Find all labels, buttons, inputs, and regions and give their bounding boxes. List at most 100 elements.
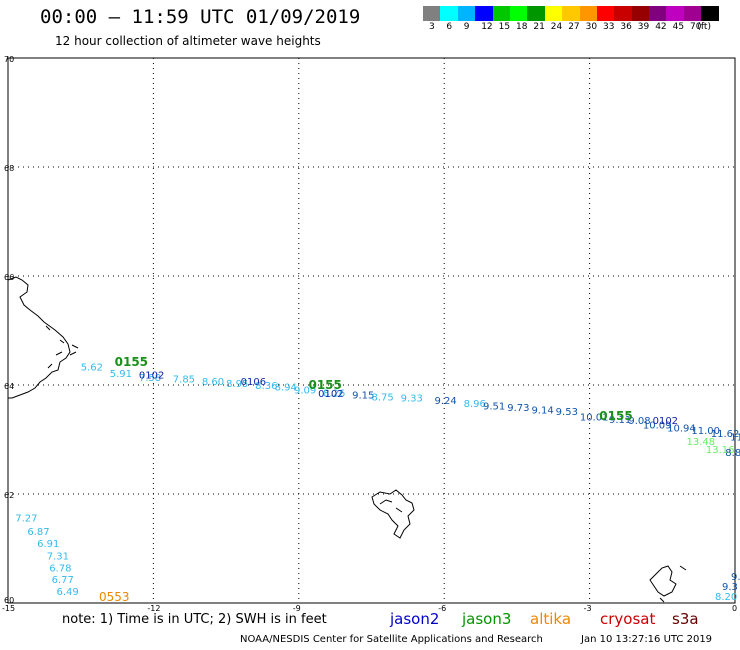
- legend-cryosat: cryosat: [600, 610, 656, 628]
- lat-tick-label: 68: [4, 164, 14, 173]
- track-label: 13.48: [687, 437, 716, 448]
- note-text: note: 1) Time is in UTC; 2) SWH is in fe…: [62, 612, 327, 627]
- map-subtitle: 12 hour collection of altimeter wave hei…: [55, 34, 321, 48]
- colorbar-label: 30: [585, 22, 598, 32]
- track-label: 13.16: [706, 445, 735, 456]
- swh-value-label: 6.87: [27, 527, 49, 538]
- lat-lon-grid: [7, 57, 736, 604]
- colorbar-label: 12: [481, 22, 493, 32]
- swh-value-label: 10.94: [667, 423, 696, 434]
- colorbar-label: (ft): [697, 22, 711, 32]
- swh-value-label: 8.36: [255, 381, 277, 392]
- swh-value-label: 6.78: [49, 563, 71, 574]
- colorbar-swatch: [440, 6, 458, 21]
- swh-value-label: 8.94: [275, 382, 297, 393]
- colorbar-label: 24: [550, 22, 563, 32]
- colorbar-label: 21: [533, 22, 545, 32]
- colorbar-swatch: [492, 6, 510, 21]
- colorbar-swatch: [509, 6, 528, 21]
- swh-value-label: 9.53: [556, 407, 578, 418]
- track-label: 0106: [241, 377, 266, 388]
- swh-value-label: 11.15: [730, 433, 740, 444]
- lon-tick-label: -6: [438, 604, 446, 613]
- lon-tick-label: -9: [293, 604, 301, 613]
- swh-value-label: 10.09: [643, 421, 672, 432]
- swh-value-label: 8.95: [226, 379, 248, 390]
- lat-tick-label: 62: [4, 491, 14, 500]
- colorbar-swatch: [701, 6, 719, 21]
- credit-text: NOAA/NESDIS Center for Satellite Applica…: [240, 634, 543, 645]
- swh-value-label: 9.09: [294, 386, 316, 397]
- lat-tick-label: 64: [4, 382, 14, 391]
- edge-value-label: 9.3: [722, 582, 738, 593]
- lon-tick-label: -15: [2, 604, 15, 613]
- colorbar-label: 42: [655, 22, 667, 32]
- swh-value-label: 9.15: [352, 391, 374, 402]
- coastlines: [7, 276, 687, 603]
- colorbar-swatch: [631, 6, 650, 21]
- track-label: 0102: [653, 416, 678, 427]
- jason3-time-label: 0155: [599, 409, 632, 423]
- legend-altika: altika: [530, 610, 572, 628]
- colorbar-swatch: [544, 6, 563, 21]
- colorbar-swatch: [614, 6, 632, 21]
- swh-value-label: 7.58: [139, 373, 161, 384]
- colorbar-label: 9: [463, 22, 470, 32]
- swh-value-label: 6.77: [52, 575, 74, 586]
- colorbar-label: 39: [637, 22, 650, 32]
- swh-value-label: 11.00: [691, 426, 720, 437]
- swh-value-label: 9.24: [435, 396, 457, 407]
- swh-value-label: 5.62: [81, 362, 103, 373]
- swh-value-label: 8.60: [202, 377, 224, 388]
- colorbar-swatch: [649, 6, 667, 21]
- swh-value-label: 9.73: [507, 403, 529, 414]
- swh-value-label: 9.51: [483, 402, 505, 413]
- swh-value-label: 8.75: [372, 392, 394, 403]
- timestamp: Jan 10 13:27:16 UTC 2019: [581, 634, 713, 645]
- swh-value-label: 6.49: [56, 587, 78, 598]
- shetland-islands: [649, 565, 687, 603]
- swh-value-label: 6.91: [37, 539, 59, 550]
- colorbar-label: 15: [498, 22, 511, 32]
- jason3-time-label: 0155: [115, 355, 148, 369]
- altika-time-label: 0553: [99, 590, 130, 604]
- swh-value-label: 9.08: [628, 416, 650, 427]
- colorbar-label: 33: [603, 22, 615, 32]
- lat-tick-label: 66: [4, 273, 14, 282]
- colorbar-label: 70: [690, 22, 702, 32]
- legend-jason2: jason2: [390, 610, 440, 628]
- swh-value-label: 5.91: [110, 369, 132, 380]
- colorbar-swatch: [579, 6, 597, 21]
- swh-value-label: 11.62: [711, 429, 740, 440]
- colorbar-labels: 3 6 9 12 15 18 21 24 27 30 33 36 39 42 45 70 (ft): [423, 22, 740, 36]
- colorbar-swatch: [457, 6, 476, 21]
- edge-value-label: 8.20: [715, 592, 737, 603]
- axis-tick-labels: 70 68 66 64 62 60-15 -12 -9 -6 -3 0: [2, 55, 737, 613]
- lat-tick-label: 70: [4, 55, 14, 64]
- swh-value-label: 8.96: [464, 399, 486, 410]
- lon-tick-label: -12: [147, 604, 160, 613]
- map-frame: [7, 57, 736, 604]
- colorbar-label: 36: [620, 22, 632, 32]
- swh-value-label: 7.27: [15, 513, 37, 524]
- legend-jason3: jason3: [462, 610, 512, 628]
- swh-value-label: 9.33: [401, 393, 423, 404]
- colorbar-swatch: [527, 6, 545, 21]
- lat-tick-label: 60: [4, 596, 14, 605]
- wave-height-colorbar: [423, 6, 719, 21]
- swh-value-label: 9.11: [609, 415, 631, 426]
- satellite-tracks: 5.62 5.91 7.58 7.85 8.60 8.95 8.368.949.09 8.26…: [15, 355, 740, 604]
- colorbar-swatch: [562, 6, 580, 21]
- colorbar-swatch: [666, 6, 684, 21]
- track-label: 8.8: [725, 448, 740, 459]
- swh-value-label: 7.85: [173, 374, 195, 385]
- faroe-islands: [371, 489, 415, 539]
- edge-value-label: 9.: [731, 572, 740, 583]
- jason3-time-label: 0155: [308, 378, 341, 392]
- iceland-fjords: [45, 325, 79, 369]
- colorbar-label: 6: [446, 22, 453, 32]
- map-title: 00:00 – 11:59 UTC 01/09/2019: [40, 6, 361, 28]
- track-label: 0102: [139, 370, 164, 381]
- colorbar-swatch: [683, 6, 702, 21]
